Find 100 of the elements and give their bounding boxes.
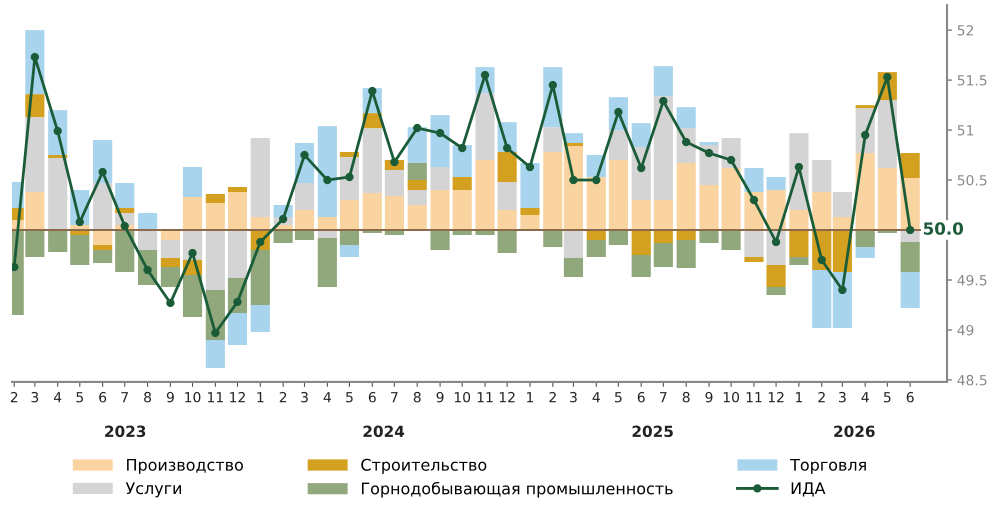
x-tick-label: 2 [10,392,18,402]
bar [160,240,180,258]
text: 2023 [105,426,146,438]
x-tick-label: 6 [638,392,645,402]
x-tick-label: 3 [839,392,846,402]
bar [384,196,404,230]
bar [430,190,450,230]
point [120,222,129,230]
point [300,150,309,160]
bar [182,167,202,198]
bar [699,230,719,244]
x-tick-label: 7 [391,392,398,402]
legend-label: ИДА [792,482,826,497]
bar [70,235,90,266]
bar [250,250,270,305]
bar [699,142,719,146]
x-tick-label: 4 [324,392,331,402]
point [436,128,444,138]
point [54,126,62,136]
x-tick-label: 2 [549,392,556,402]
bar [115,183,134,208]
bar [789,257,808,266]
bar [408,190,427,206]
x-tick-label: 1 [796,392,802,402]
bar [294,210,314,230]
bar [722,168,741,230]
point [772,238,780,246]
bar [228,312,248,345]
x-tick-label: 3 [570,392,577,402]
x-tick-label: 6 [906,392,914,402]
bar [608,130,628,160]
legend-label: Услуги [126,482,182,498]
bar [475,93,495,160]
bar [430,230,450,250]
x-tick-label: 1 [527,392,534,402]
bar [812,160,832,192]
bar [608,230,628,246]
bar [564,133,584,144]
bar [362,128,382,194]
point [704,148,714,158]
text: 2026 [834,426,875,438]
bar [430,115,450,168]
bar [408,205,427,230]
bar [744,230,764,258]
x-tick-label: 8 [682,392,690,402]
y-tick-label: 51 [958,125,974,136]
bar [452,190,472,230]
point [480,70,490,80]
x-tick-label: 5 [615,392,622,402]
bar [520,163,540,208]
bar [48,158,68,230]
bar [362,193,382,230]
bar [115,230,134,272]
bar [654,243,673,268]
bar [206,230,225,290]
point [883,72,892,82]
bar [632,230,651,256]
bar [498,210,517,230]
x-tick-label: 11 [478,392,493,402]
bar [408,163,427,180]
bar [430,167,450,190]
x-tick-label: 6 [99,392,106,402]
bar [564,258,584,277]
bar [318,126,337,218]
bar [452,177,472,190]
x-tick-label: 5 [346,392,353,402]
bar [408,180,427,190]
x-tick-label: 12 [230,392,245,402]
bar [632,255,651,277]
x-tick-label: 12 [768,392,784,402]
point [323,176,332,184]
bar [498,152,517,182]
point [502,144,512,152]
bar [654,200,673,230]
bar [856,230,875,248]
bar [722,230,741,250]
bar [182,197,202,230]
bar [160,267,180,287]
bar [93,245,112,250]
point [659,96,668,106]
point [526,162,534,172]
point [458,144,466,152]
text: 2025 [632,426,673,438]
y-tick-label: 48.5 [957,374,986,386]
bar [318,238,337,287]
bar [520,215,540,230]
bar [93,230,112,246]
bar [250,304,270,332]
point [637,164,646,172]
bar [766,265,786,287]
bar [206,340,225,368]
bar [608,160,628,230]
bar [228,192,248,230]
bar [744,168,764,192]
point [726,156,736,164]
bar [900,242,920,272]
x-tick-label: 9 [705,392,712,402]
bar [699,185,719,230]
bar [475,160,495,230]
x-tick-label: 3 [31,392,38,402]
